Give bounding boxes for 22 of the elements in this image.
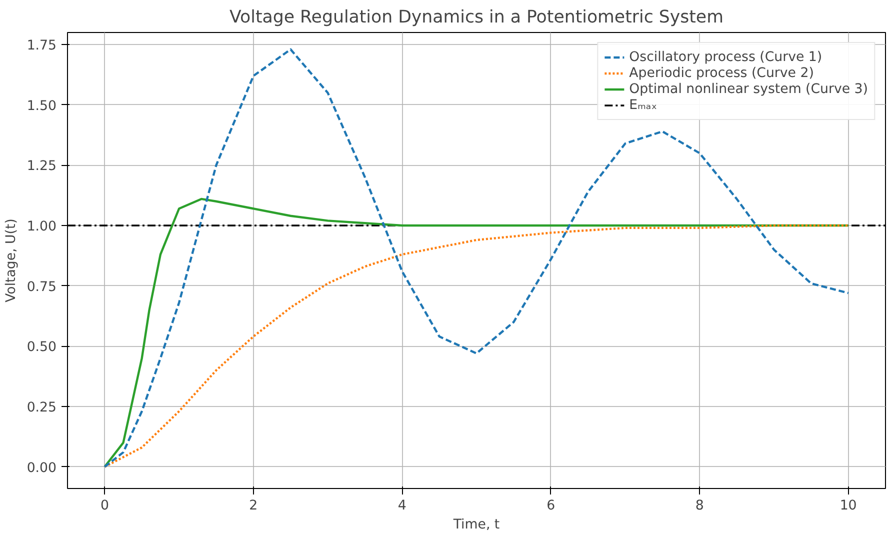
y-tick-label: 1.75 bbox=[26, 38, 57, 54]
y-axis-title: Voltage, U(t) bbox=[4, 218, 19, 302]
x-tick-label: 10 bbox=[840, 498, 857, 514]
y-tick-label: 0.50 bbox=[26, 340, 57, 356]
y-tick-label: 0.75 bbox=[26, 280, 57, 295]
y-tick-label: 1.50 bbox=[26, 98, 57, 114]
y-tick-label: 1.00 bbox=[26, 220, 57, 235]
x-tick-label: 2 bbox=[249, 498, 258, 514]
line-series bbox=[104, 48, 850, 468]
x-tick-label: 4 bbox=[398, 498, 406, 514]
legend-label: Eₘₐₓ bbox=[629, 97, 658, 113]
y-tick-label: 1.25 bbox=[26, 159, 57, 174]
y-tick-label: 0.25 bbox=[26, 400, 57, 416]
legend-label: Oscillatory process (Curve 1) bbox=[629, 49, 822, 65]
y-tick-label: 0.00 bbox=[26, 460, 57, 476]
x-tick-label: 6 bbox=[546, 498, 556, 514]
x-tick-label: 8 bbox=[695, 498, 704, 514]
x-tick-label: 0 bbox=[100, 498, 109, 514]
legend-label: Aperiodic process (Curve 2) bbox=[629, 65, 814, 81]
chart-title: Voltage Regulation Dynamics in a Potentiometric System bbox=[230, 8, 724, 28]
legend-label: Optimal nonlinear system (Curve 3) bbox=[629, 81, 868, 97]
x-axis-title: Time, t bbox=[452, 518, 500, 532]
